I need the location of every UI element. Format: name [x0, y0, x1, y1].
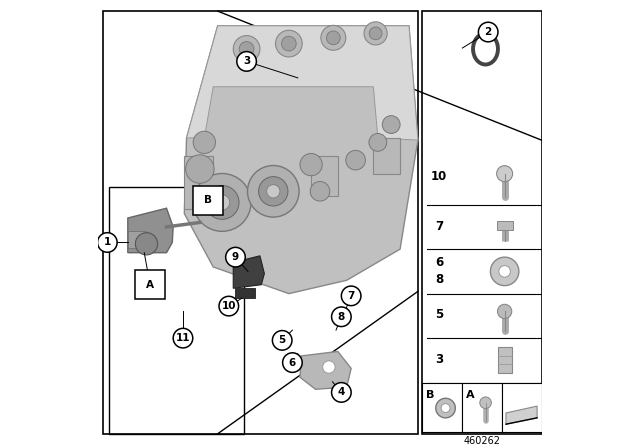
- Text: B: B: [426, 390, 435, 400]
- Circle shape: [310, 181, 330, 201]
- Polygon shape: [186, 26, 418, 140]
- Text: B: B: [204, 195, 212, 205]
- Text: 10: 10: [431, 170, 447, 183]
- Circle shape: [239, 42, 254, 56]
- Circle shape: [226, 247, 245, 267]
- Circle shape: [364, 22, 387, 45]
- Circle shape: [205, 185, 239, 220]
- Bar: [422, 11, 541, 434]
- Circle shape: [369, 134, 387, 151]
- Text: 5: 5: [435, 309, 444, 322]
- Text: 6: 6: [289, 358, 296, 368]
- Circle shape: [326, 31, 340, 45]
- Circle shape: [497, 304, 512, 319]
- Circle shape: [480, 397, 492, 409]
- Bar: [422, 383, 462, 431]
- Bar: [103, 11, 418, 434]
- Bar: [236, 289, 255, 298]
- Circle shape: [214, 195, 230, 210]
- Text: 3: 3: [435, 353, 444, 366]
- Text: 7: 7: [348, 291, 355, 301]
- Circle shape: [300, 154, 322, 176]
- Circle shape: [369, 27, 382, 40]
- Circle shape: [490, 257, 519, 286]
- Text: 2: 2: [484, 27, 492, 37]
- Circle shape: [273, 331, 292, 350]
- Bar: [184, 156, 213, 209]
- Bar: [373, 138, 400, 173]
- FancyBboxPatch shape: [136, 270, 164, 299]
- Text: 9: 9: [232, 252, 239, 262]
- Bar: [502, 383, 541, 431]
- Circle shape: [341, 286, 361, 306]
- Bar: [497, 347, 512, 373]
- Polygon shape: [506, 406, 537, 424]
- Text: 8: 8: [435, 273, 444, 286]
- Text: A: A: [466, 390, 475, 400]
- Circle shape: [332, 383, 351, 402]
- Circle shape: [173, 328, 193, 348]
- Circle shape: [193, 173, 251, 231]
- Circle shape: [441, 404, 450, 413]
- Bar: [462, 383, 502, 431]
- Circle shape: [436, 398, 455, 418]
- Text: 6: 6: [435, 256, 444, 269]
- Text: 7: 7: [435, 220, 444, 233]
- Circle shape: [259, 177, 288, 206]
- Circle shape: [267, 185, 280, 198]
- Circle shape: [332, 307, 351, 327]
- Circle shape: [497, 166, 513, 182]
- Text: 3: 3: [243, 56, 250, 66]
- Circle shape: [382, 116, 400, 134]
- Circle shape: [283, 353, 302, 372]
- Text: 8: 8: [338, 312, 345, 322]
- Polygon shape: [128, 208, 173, 253]
- Text: 11: 11: [176, 333, 190, 343]
- Circle shape: [237, 52, 257, 71]
- Text: 4: 4: [338, 388, 345, 397]
- Text: 5: 5: [278, 336, 286, 345]
- Text: 460262: 460262: [463, 436, 500, 446]
- Circle shape: [248, 165, 299, 217]
- Bar: [128, 231, 145, 248]
- FancyBboxPatch shape: [193, 185, 223, 215]
- Circle shape: [233, 35, 260, 62]
- Circle shape: [321, 26, 346, 50]
- Circle shape: [282, 36, 296, 51]
- Text: 10: 10: [221, 301, 236, 311]
- Circle shape: [219, 296, 239, 316]
- Polygon shape: [300, 352, 351, 389]
- Circle shape: [478, 22, 498, 42]
- Circle shape: [346, 151, 365, 170]
- Circle shape: [323, 361, 335, 373]
- Circle shape: [186, 155, 214, 183]
- Circle shape: [97, 233, 117, 252]
- Polygon shape: [233, 256, 264, 289]
- Text: 1: 1: [104, 237, 111, 247]
- Bar: [497, 221, 513, 230]
- Bar: [109, 187, 244, 434]
- Circle shape: [275, 30, 302, 57]
- Text: A: A: [146, 280, 154, 290]
- Bar: [311, 156, 338, 196]
- Circle shape: [499, 266, 511, 277]
- Polygon shape: [184, 26, 418, 293]
- Circle shape: [193, 131, 216, 154]
- Circle shape: [136, 233, 157, 255]
